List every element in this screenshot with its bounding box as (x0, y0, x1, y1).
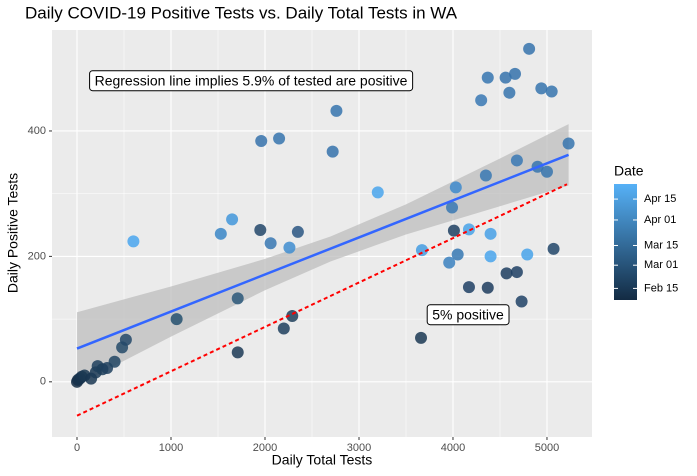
regression-line (76, 153, 570, 350)
point (254, 224, 267, 237)
annotation: Regression line implies 5.9% of tested a… (95, 73, 408, 89)
x-tick-label: 0 (74, 442, 80, 454)
point (283, 241, 296, 254)
point (447, 224, 460, 237)
legend-label: Apr 01 (644, 214, 676, 226)
point (523, 42, 536, 55)
point (479, 169, 492, 182)
point (462, 281, 475, 294)
point (540, 165, 553, 178)
colorbar (614, 184, 637, 300)
point (443, 256, 456, 269)
point (510, 266, 523, 279)
point (545, 85, 558, 98)
legend-title: Date (614, 163, 644, 179)
point (451, 248, 464, 261)
point (231, 346, 244, 359)
point (484, 227, 497, 240)
point (415, 331, 428, 344)
x-tick-label: 4000 (441, 442, 465, 454)
point (547, 242, 560, 255)
annotation-box (89, 70, 414, 92)
point (127, 235, 140, 248)
point (521, 248, 534, 261)
annotation: 5% positive (432, 307, 504, 323)
y-tick-label: 200 (28, 250, 46, 262)
point (108, 355, 121, 368)
legend-label: Mar 01 (644, 259, 678, 271)
point (499, 71, 512, 84)
x-tick-label: 2000 (253, 442, 277, 454)
point (503, 86, 516, 99)
x-tick-label: 3000 (347, 442, 371, 454)
point (264, 237, 277, 250)
point (170, 313, 183, 326)
point (273, 132, 286, 145)
point (515, 295, 528, 308)
point (371, 186, 384, 199)
point (481, 281, 494, 294)
x-tick-label: 5000 (535, 442, 559, 454)
point (330, 104, 343, 117)
point (231, 292, 244, 305)
x-tick-label: 1000 (159, 442, 183, 454)
point (226, 213, 239, 226)
legend-label: Apr 15 (644, 193, 676, 205)
point (535, 82, 548, 95)
point (562, 137, 575, 150)
point (326, 145, 339, 158)
point (475, 94, 488, 107)
y-tick-label: 0 (40, 376, 46, 388)
legend-label: Feb 15 (644, 282, 678, 294)
legend-label: Mar 15 (644, 239, 678, 251)
confidence-band (77, 124, 569, 385)
point (446, 201, 459, 214)
reference-line (76, 183, 568, 417)
point (510, 154, 523, 167)
y-axis-title: Daily Positive Tests (5, 173, 21, 293)
point (484, 250, 497, 263)
point (481, 71, 494, 84)
point (214, 227, 227, 240)
point (277, 322, 290, 335)
point (500, 267, 513, 280)
point (119, 333, 132, 346)
y-tick-label: 400 (28, 125, 46, 137)
annotation-box (426, 304, 510, 326)
point (449, 181, 462, 194)
point (255, 135, 268, 147)
point (509, 67, 522, 80)
plot-background (52, 30, 592, 437)
x-axis-title: Daily Total Tests (272, 452, 373, 468)
chart-title: Daily COVID-19 Positive Tests vs. Daily … (25, 3, 458, 22)
point (291, 225, 304, 238)
